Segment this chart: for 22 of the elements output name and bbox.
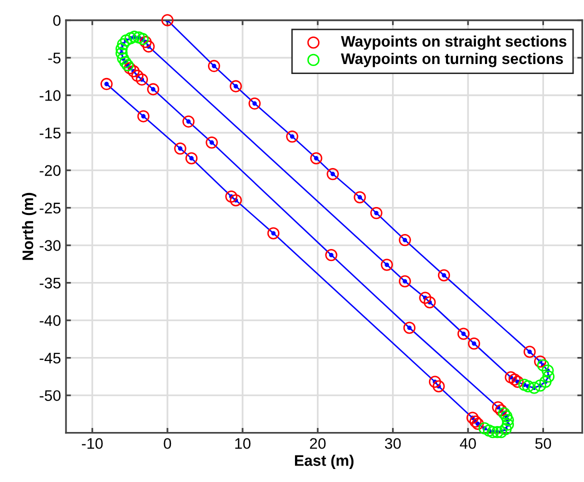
x-tick-label: 30: [384, 438, 401, 449]
y-tick-label: -30: [40, 240, 61, 251]
x-tick-label: 0: [164, 438, 172, 449]
legend-label: Waypoints on turning sections: [340, 52, 563, 68]
y-tick-label: -5: [48, 52, 60, 64]
y-tick-label: -40: [40, 315, 61, 326]
x-tick-label: -10: [82, 438, 103, 449]
x-axis-title: East (m): [295, 454, 354, 469]
y-axis-title: North (m): [22, 192, 36, 260]
y-tick-label: -25: [40, 202, 60, 214]
y-tick-label: -50: [40, 390, 61, 402]
x-tick-label: 10: [235, 438, 250, 449]
y-tick-label: -20: [40, 165, 61, 176]
y-tick-label: -10: [40, 90, 61, 101]
y-tick-label: -35: [40, 278, 60, 288]
y-tick-label: 0: [53, 15, 61, 26]
y-tick-label: -15: [40, 128, 60, 138]
legend-label: Waypoints on straight sections: [340, 36, 566, 50]
y-tick-label: -45: [40, 352, 60, 364]
x-tick-label: 40: [460, 438, 476, 449]
x-tick-label: 50: [535, 438, 552, 449]
x-tick-label: 20: [310, 438, 326, 449]
